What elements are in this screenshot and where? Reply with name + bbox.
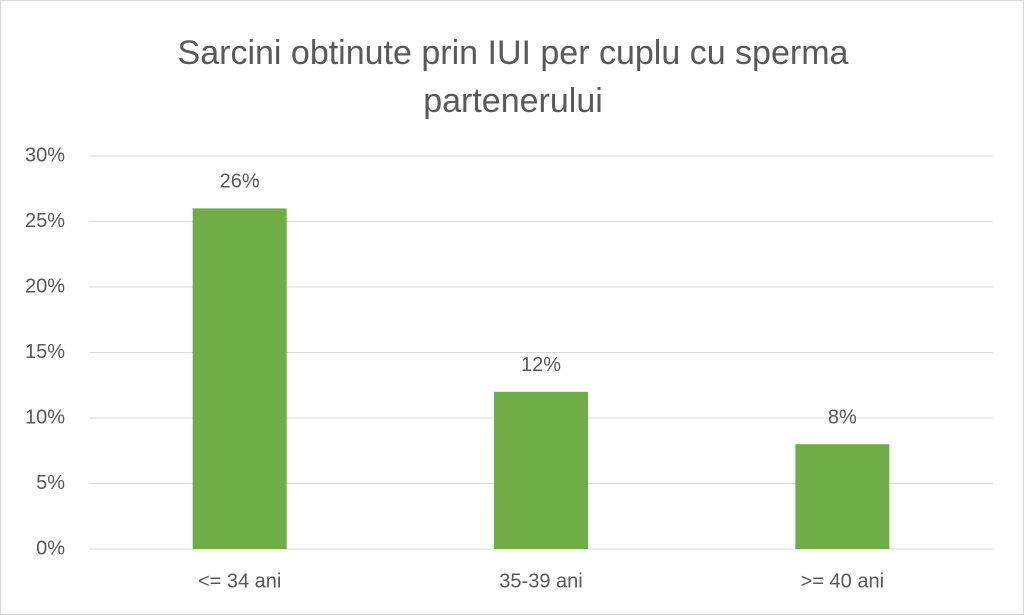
y-tick-label: 30%: [25, 144, 65, 166]
y-tick-label: 15%: [25, 341, 65, 363]
bar: [192, 208, 287, 549]
bar: [795, 444, 890, 549]
bar: [494, 391, 588, 549]
y-tick-label: 25%: [25, 210, 65, 232]
y-tick-label: 5%: [36, 472, 65, 494]
y-tick-label: 20%: [25, 275, 65, 297]
x-tick-label: <= 34 ani: [198, 570, 281, 592]
data-label: 26%: [220, 171, 260, 193]
chart-title: Sarcini obtinute prin IUI per cuplu cu s…: [177, 34, 849, 120]
data-label: 12%: [521, 354, 561, 376]
y-tick-label: 10%: [25, 406, 65, 428]
x-tick-label: >= 40 ani: [801, 570, 884, 592]
data-label: 8%: [828, 406, 857, 428]
y-tick-label: 0%: [36, 537, 65, 559]
x-tick-label: 35-39 ani: [499, 570, 582, 592]
